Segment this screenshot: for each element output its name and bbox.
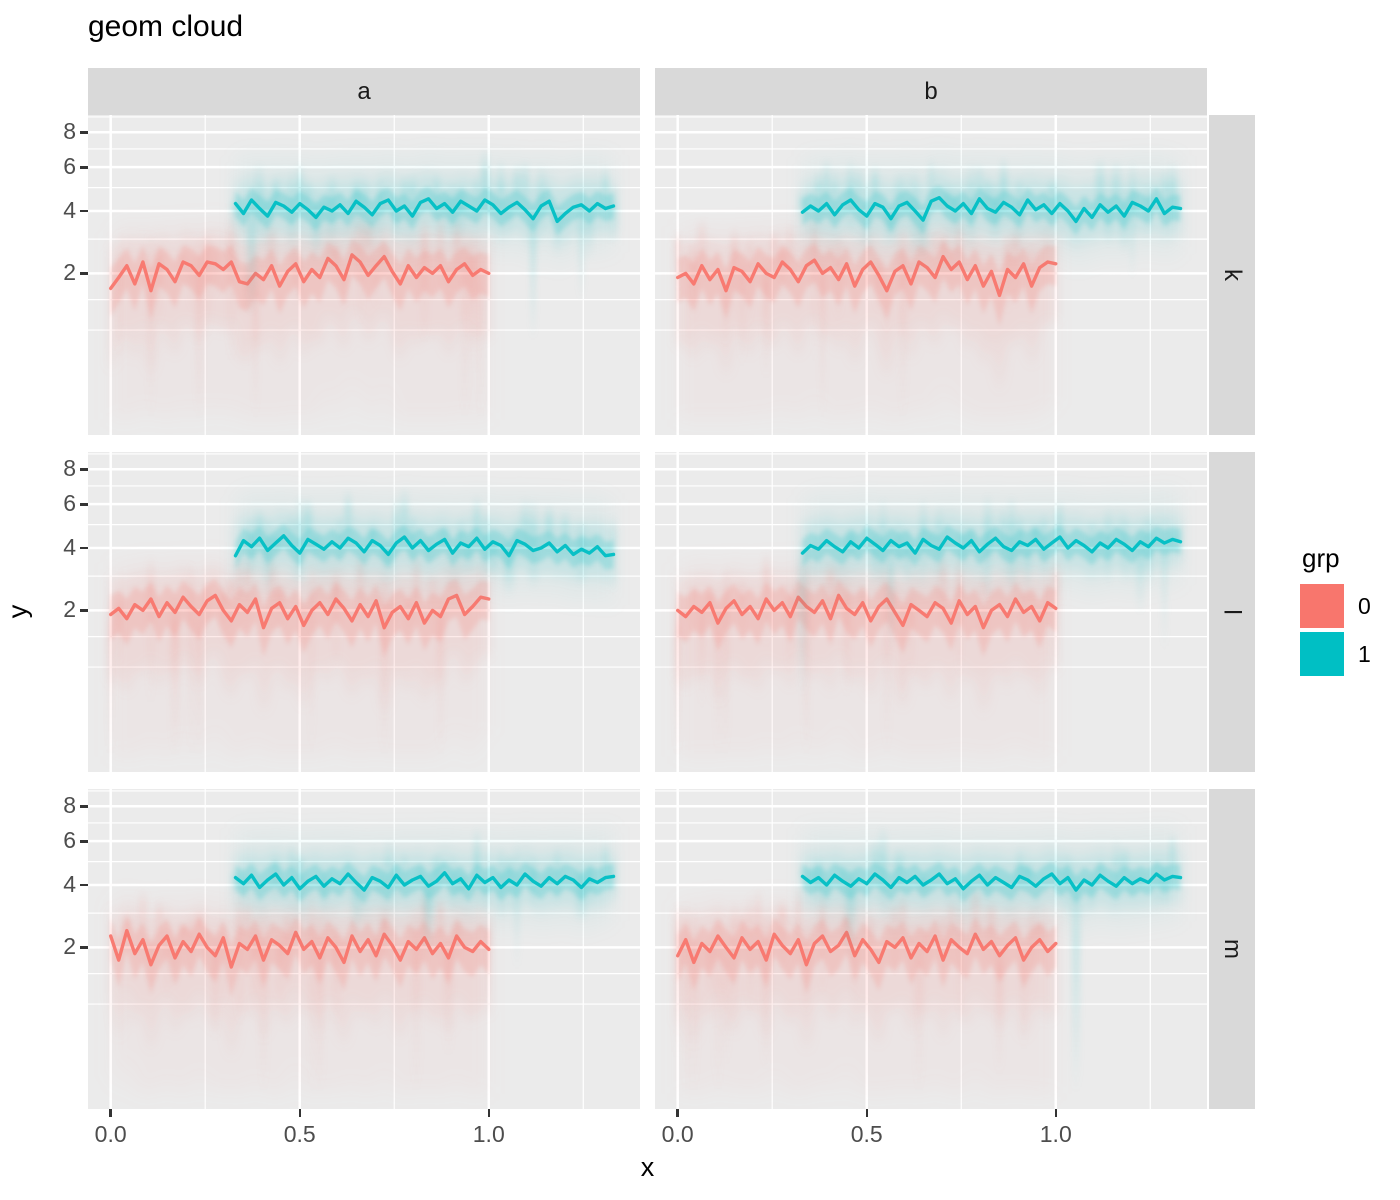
panel-b-k xyxy=(655,115,1207,435)
y-tick-label-6: 6 xyxy=(63,153,76,180)
series-line-grp1 xyxy=(233,197,616,224)
series-line-grp1 xyxy=(233,871,616,892)
legend-item-grp0: 0 xyxy=(1300,584,1371,628)
x-tick-label-0.5: 0.5 xyxy=(850,1121,883,1147)
panel-canvas-a-k xyxy=(88,115,640,435)
panel-canvas-b-l xyxy=(655,452,1207,772)
facet-strip-row-label-l: l xyxy=(1219,609,1246,615)
series-line-grp1 xyxy=(800,872,1183,892)
x-tick-label-0.5: 0.5 xyxy=(283,1121,316,1147)
series-line-grp1 xyxy=(233,534,616,558)
y-tick-mark xyxy=(80,209,88,213)
panel-b-l xyxy=(655,452,1207,772)
facet-strip-row-k: k xyxy=(1209,115,1255,435)
y-tick-label-8: 8 xyxy=(63,792,76,819)
series-line-grp0 xyxy=(676,254,1058,298)
legend-title: grp xyxy=(1302,543,1340,573)
series-line-grp0 xyxy=(676,593,1058,630)
y-tick-label-8: 8 xyxy=(63,455,76,482)
y-tick-label-6: 6 xyxy=(63,490,76,517)
facet-strip-row-l: l xyxy=(1209,452,1255,772)
y-tick-label-4: 4 xyxy=(63,870,76,897)
chart-title: geom cloud xyxy=(88,10,244,43)
legend: grp 0 1 xyxy=(1300,543,1371,680)
x-tick-mark xyxy=(109,1109,112,1117)
panel-b-m xyxy=(655,789,1207,1109)
panel-canvas-a-l xyxy=(88,452,640,772)
legend-swatch-grp0 xyxy=(1300,584,1344,628)
facet-strip-row-label-m: m xyxy=(1219,939,1246,959)
y-tick-mark xyxy=(80,883,88,887)
x-tick-mark xyxy=(1054,1109,1058,1117)
facet-strip-col-a: a xyxy=(88,68,640,115)
legend-label-grp1: 1 xyxy=(1358,640,1371,667)
y-axis-title: y xyxy=(2,604,33,619)
y-tick-mark xyxy=(80,546,88,550)
y-tick-mark xyxy=(80,946,88,949)
x-tick-mark xyxy=(676,1109,679,1117)
panel-canvas-a-m xyxy=(88,789,640,1109)
facet-strip-col-b: b xyxy=(655,68,1207,115)
x-tick-label-0.0: 0.0 xyxy=(661,1121,694,1147)
y-tick-label-4: 4 xyxy=(63,196,76,223)
series-line-grp1 xyxy=(800,535,1183,555)
y-tick-label-4: 4 xyxy=(63,533,76,560)
y-tick-mark xyxy=(80,805,88,808)
facet-strip-row-label-k: k xyxy=(1219,269,1246,281)
y-tick-mark xyxy=(80,609,88,612)
x-axis-title: x xyxy=(640,1152,655,1182)
legend-label-grp0: 0 xyxy=(1358,592,1371,619)
y-tick-label-2: 2 xyxy=(63,259,76,286)
y-tick-mark xyxy=(80,131,88,134)
x-tick-label-1.0: 1.0 xyxy=(472,1121,505,1147)
legend-swatch-grp1 xyxy=(1300,632,1344,676)
x-tick-mark xyxy=(298,1109,302,1117)
panel-canvas-b-m xyxy=(655,789,1207,1109)
facet-strip-row-m: m xyxy=(1209,789,1255,1109)
x-tick-mark xyxy=(487,1109,491,1117)
x-tick-label-1.0: 1.0 xyxy=(1039,1121,1072,1147)
panel-a-l xyxy=(88,452,640,772)
series-line-grp0 xyxy=(109,253,491,293)
y-tick-label-8: 8 xyxy=(63,118,76,145)
panel-canvas-b-k xyxy=(655,115,1207,435)
x-tick-mark xyxy=(865,1109,869,1117)
y-tick-mark xyxy=(80,272,88,275)
y-tick-mark xyxy=(80,840,88,843)
legend-item-grp1: 1 xyxy=(1300,632,1371,676)
y-tick-mark xyxy=(80,468,88,471)
series-line-grp0 xyxy=(676,930,1058,967)
y-tick-mark xyxy=(80,503,88,506)
y-tick-label-2: 2 xyxy=(63,933,76,960)
x-tick-label-0.0: 0.0 xyxy=(94,1121,127,1147)
series-line-grp1 xyxy=(800,195,1183,224)
y-tick-label-6: 6 xyxy=(63,827,76,854)
y-tick-mark xyxy=(80,166,88,169)
y-tick-label-2: 2 xyxy=(63,596,76,623)
series-line-grp0 xyxy=(109,593,491,630)
panel-a-k xyxy=(88,115,640,435)
panel-a-m xyxy=(88,789,640,1109)
